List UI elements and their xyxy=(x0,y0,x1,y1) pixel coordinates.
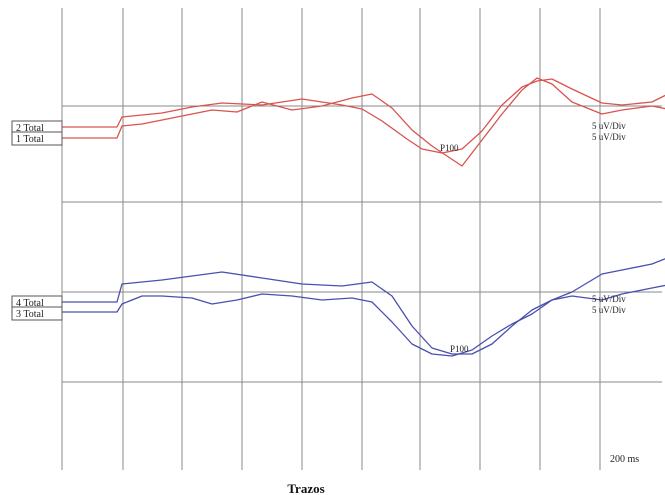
sensitivity-label: 5 uV/Div xyxy=(592,305,626,315)
x-axis-label: Trazos xyxy=(287,481,324,495)
sensitivity-label: 5 uV/Div xyxy=(592,294,626,304)
trace-label-box xyxy=(11,131,63,146)
time-scale-label: 200 ms xyxy=(610,454,639,465)
trace-label: 1 Total xyxy=(16,134,44,145)
trace-label: 3 Total xyxy=(16,309,44,320)
traces xyxy=(11,77,665,357)
peak-label: P100 xyxy=(440,143,459,153)
trace-label-box xyxy=(11,306,63,321)
grid xyxy=(61,8,662,470)
trace-1-total xyxy=(11,77,665,167)
trace-4-total xyxy=(11,271,665,355)
sensitivity-label: 5 uV/Div xyxy=(592,132,626,142)
peak-label: P100 xyxy=(450,344,469,354)
trace-label: 2 Total xyxy=(16,123,44,134)
trace-label: 4 Total xyxy=(16,298,44,309)
trace-2-total xyxy=(11,78,665,154)
trace-3-total xyxy=(11,258,665,357)
sensitivity-label: 5 uV/Div xyxy=(592,121,626,131)
